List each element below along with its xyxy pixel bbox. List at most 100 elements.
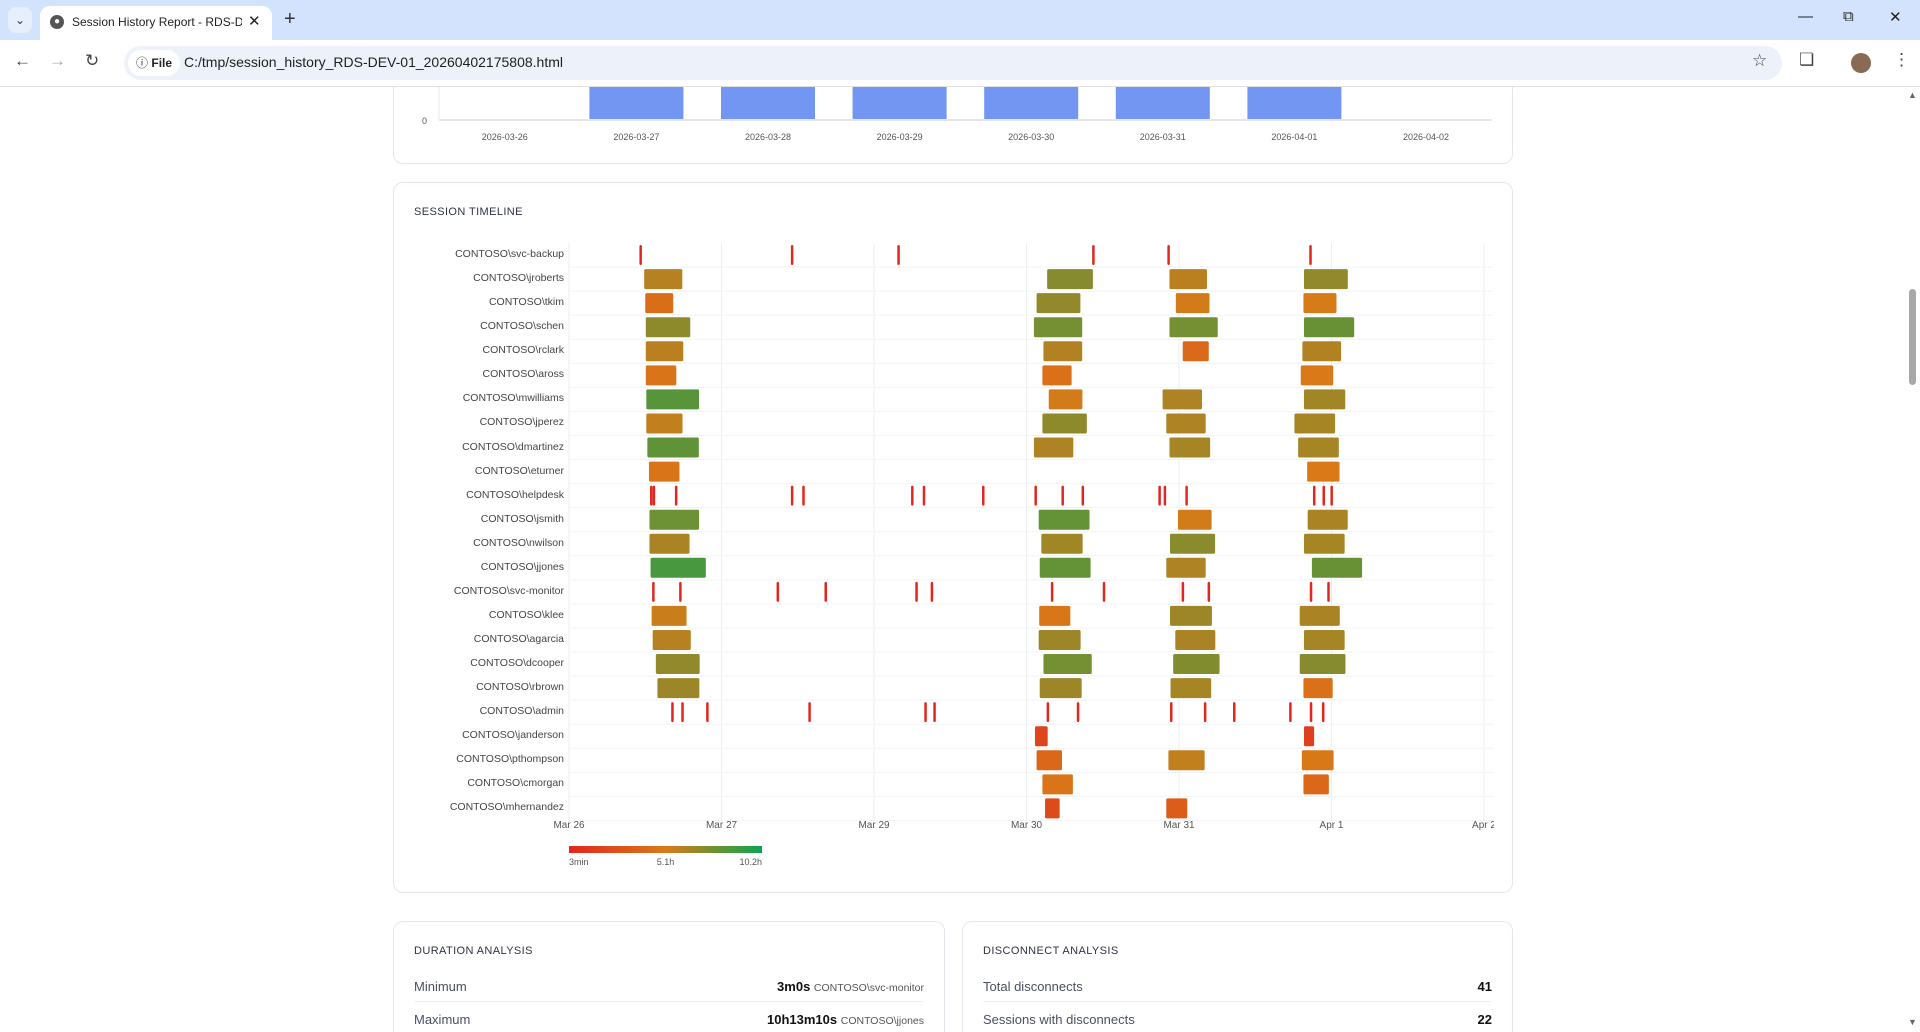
- session-bar[interactable]: [1299, 654, 1346, 675]
- session-bar[interactable]: [1185, 485, 1188, 506]
- session-bar[interactable]: [1307, 509, 1348, 530]
- session-bar[interactable]: [706, 702, 709, 723]
- session-bar[interactable]: [1042, 413, 1087, 434]
- session-bar[interactable]: [650, 557, 706, 578]
- session-bar[interactable]: [1034, 485, 1037, 506]
- session-bar[interactable]: [1311, 557, 1363, 578]
- session-bar[interactable]: [1303, 629, 1345, 650]
- session-bar[interactable]: [646, 389, 700, 410]
- session-bar[interactable]: [1042, 365, 1072, 386]
- session-bar[interactable]: [645, 293, 674, 314]
- session-bar[interactable]: [1039, 557, 1091, 578]
- session-bar[interactable]: [639, 245, 642, 266]
- session-bar[interactable]: [647, 437, 699, 458]
- session-bar[interactable]: [1175, 629, 1216, 650]
- session-bar[interactable]: [1092, 245, 1095, 266]
- session-bar[interactable]: [802, 485, 805, 506]
- session-bar[interactable]: [649, 533, 690, 554]
- session-bar[interactable]: [1038, 509, 1090, 530]
- session-bar[interactable]: [1173, 654, 1220, 675]
- session-bar[interactable]: [1327, 581, 1330, 602]
- session-bar[interactable]: [651, 605, 687, 626]
- session-bar[interactable]: [911, 485, 914, 506]
- session-bar[interactable]: [1300, 365, 1334, 386]
- session-bar[interactable]: [1045, 798, 1060, 819]
- session-bar[interactable]: [790, 245, 794, 266]
- session-bar[interactable]: [1033, 317, 1083, 338]
- url-text[interactable]: C:/tmp/session_history_RDS-DEV-01_202604…: [184, 54, 563, 70]
- session-bar[interactable]: [1303, 678, 1333, 699]
- session-bar[interactable]: [1166, 557, 1206, 578]
- session-bar[interactable]: [1166, 413, 1206, 434]
- menu-kebab-icon[interactable]: ⋮: [1893, 50, 1910, 69]
- session-bar[interactable]: [1050, 581, 1054, 602]
- session-bar[interactable]: [674, 485, 678, 506]
- profile-avatar[interactable]: [1851, 53, 1871, 73]
- session-bar[interactable]: [1298, 437, 1339, 458]
- scroll-up-arrow-icon[interactable]: ▲: [1908, 90, 1917, 100]
- session-bar[interactable]: [645, 341, 684, 362]
- session-bar[interactable]: [1330, 485, 1333, 506]
- session-bar[interactable]: [1307, 461, 1340, 482]
- new-tab-icon[interactable]: +: [284, 8, 296, 30]
- session-bar[interactable]: [1309, 702, 1313, 723]
- session-bar[interactable]: [645, 365, 677, 386]
- address-bar[interactable]: ⓘ File C:/tmp/session_history_RDS-DEV-01…: [124, 46, 1782, 80]
- session-bar[interactable]: [645, 317, 691, 338]
- session-bar[interactable]: [1309, 245, 1312, 266]
- extensions-icon[interactable]: ❏: [1799, 50, 1815, 69]
- session-bar[interactable]: [1034, 726, 1048, 747]
- browser-tab-active[interactable]: ● Session History Report - RDS-DEV-01 ✕: [40, 6, 272, 40]
- session-bar[interactable]: [1038, 629, 1081, 650]
- session-bar[interactable]: [1043, 341, 1083, 362]
- session-bar[interactable]: [1321, 702, 1325, 723]
- session-bar[interactable]: [982, 485, 985, 506]
- session-bar[interactable]: [1303, 726, 1315, 747]
- session-bar[interactable]: [1181, 581, 1185, 602]
- session-bar[interactable]: [1177, 509, 1212, 530]
- session-bar[interactable]: [824, 581, 827, 602]
- site-info-chip[interactable]: ⓘ File: [128, 50, 181, 76]
- session-bar[interactable]: [1301, 750, 1334, 771]
- session-bar[interactable]: [679, 581, 682, 602]
- session-bar[interactable]: [1303, 533, 1345, 554]
- session-bar[interactable]: [1169, 605, 1212, 626]
- back-icon[interactable]: ←: [14, 51, 31, 70]
- session-bar[interactable]: [652, 629, 691, 650]
- session-bar[interactable]: [1036, 750, 1062, 771]
- session-bar[interactable]: [646, 413, 683, 434]
- session-bar[interactable]: [1169, 269, 1207, 290]
- session-bar[interactable]: [1309, 581, 1313, 602]
- session-bar[interactable]: [1033, 437, 1074, 458]
- minimize-icon[interactable]: —: [1798, 8, 1813, 25]
- session-bar[interactable]: [1207, 581, 1211, 602]
- session-bar[interactable]: [1039, 605, 1071, 626]
- session-bar[interactable]: [657, 678, 700, 699]
- session-bar[interactable]: [1289, 702, 1292, 723]
- session-bar[interactable]: [1299, 605, 1340, 626]
- session-bar[interactable]: [1303, 317, 1355, 338]
- session-bar[interactable]: [1294, 413, 1336, 434]
- bookmark-star-icon[interactable]: ☆: [1752, 51, 1768, 70]
- restore-icon[interactable]: ⧉: [1843, 8, 1854, 25]
- session-bar[interactable]: [650, 485, 653, 506]
- scroll-down-arrow-icon[interactable]: ▼: [1908, 1017, 1917, 1027]
- session-bar[interactable]: [1303, 774, 1329, 795]
- close-tab-icon[interactable]: ✕: [248, 13, 261, 30]
- session-bar[interactable]: [1169, 702, 1173, 723]
- session-bar[interactable]: [1043, 654, 1092, 675]
- session-bar[interactable]: [1312, 485, 1316, 506]
- session-bar[interactable]: [1303, 293, 1337, 314]
- session-bar[interactable]: [652, 485, 656, 506]
- session-bar[interactable]: [1162, 389, 1202, 410]
- session-bar[interactable]: [1076, 702, 1080, 723]
- session-bar[interactable]: [1169, 437, 1211, 458]
- session-bar[interactable]: [1170, 678, 1212, 699]
- session-bar[interactable]: [924, 702, 927, 723]
- session-bar[interactable]: [915, 581, 918, 602]
- close-window-icon[interactable]: ✕: [1889, 9, 1902, 26]
- session-bar[interactable]: [1302, 341, 1342, 362]
- session-bar[interactable]: [1182, 341, 1209, 362]
- forward-icon[interactable]: →: [49, 51, 66, 70]
- session-bar[interactable]: [1061, 485, 1064, 506]
